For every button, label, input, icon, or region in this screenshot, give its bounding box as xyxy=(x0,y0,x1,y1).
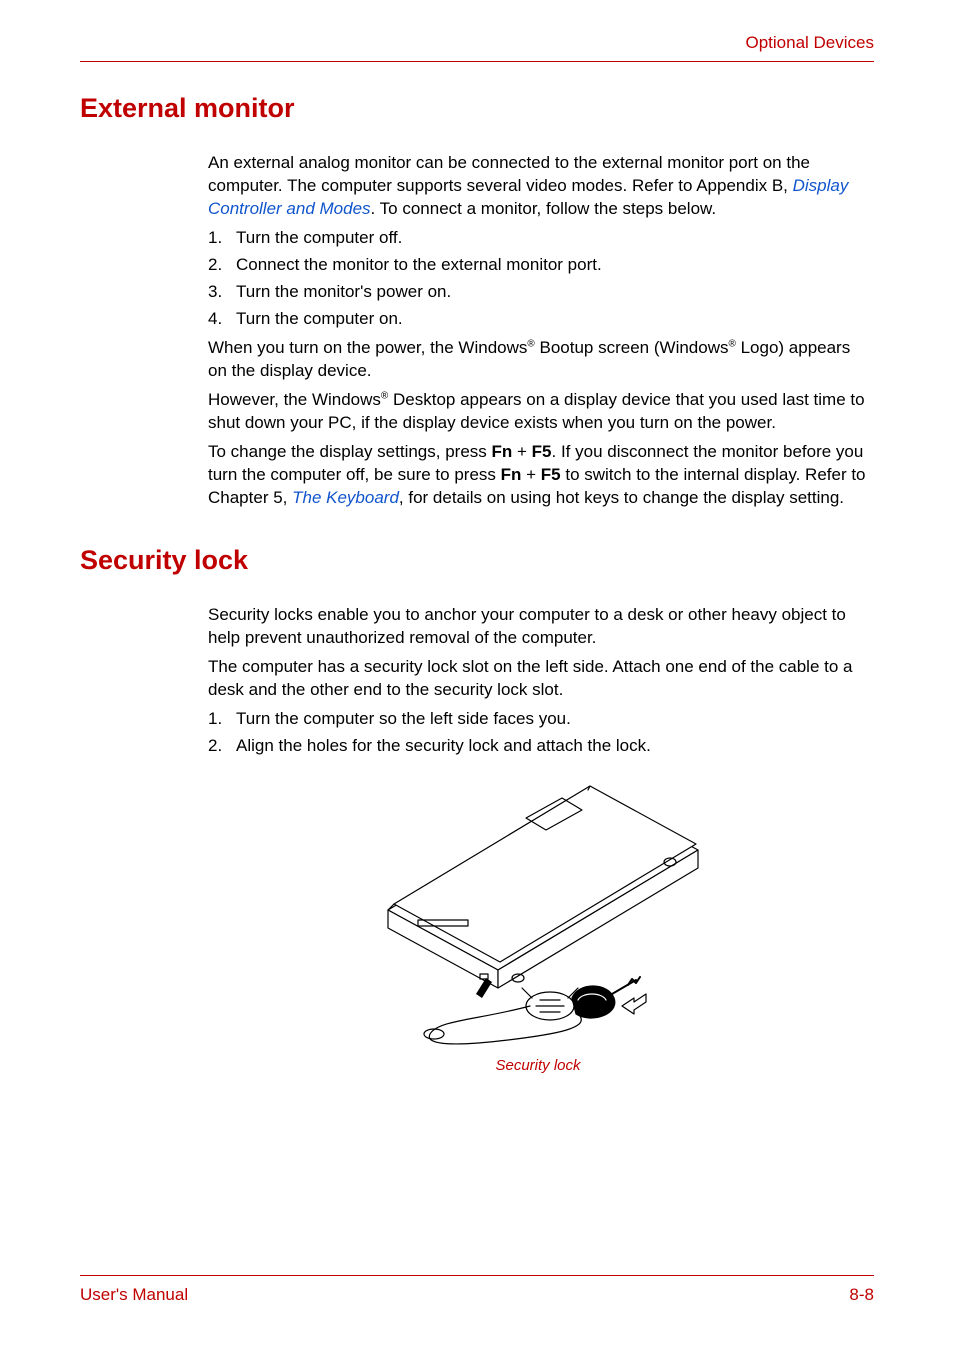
key-f5: F5 xyxy=(532,442,552,461)
heading-security-lock: Security lock xyxy=(80,542,874,578)
text: , for details on using hot keys to chang… xyxy=(399,488,844,507)
registered-mark: ® xyxy=(728,338,735,349)
security-lock-body: Security locks enable you to anchor your… xyxy=(208,604,868,1076)
external-monitor-body: An external analog monitor can be connec… xyxy=(208,152,868,509)
text: However, the Windows xyxy=(208,390,381,409)
link-the-keyboard[interactable]: The Keyboard xyxy=(292,488,399,507)
text: + xyxy=(521,465,540,484)
para-bootup: When you turn on the power, the Windows®… xyxy=(208,337,868,383)
key-fn: Fn xyxy=(501,465,522,484)
step-text: Align the holes for the security lock an… xyxy=(236,735,651,758)
step-text: Connect the monitor to the external moni… xyxy=(236,254,602,277)
step-text: Turn the computer off. xyxy=(236,227,402,250)
laptop-lock-illustration xyxy=(358,770,718,1050)
heading-external-monitor: External monitor xyxy=(80,90,874,126)
security-lock-para1: Security locks enable you to anchor your… xyxy=(208,604,868,650)
text-intro-suffix: . To connect a monitor, follow the steps… xyxy=(371,199,717,218)
key-fn: Fn xyxy=(492,442,513,461)
text-intro-prefix: An external analog monitor can be connec… xyxy=(208,153,810,195)
key-f5: F5 xyxy=(541,465,561,484)
step-text: Turn the monitor's power on. xyxy=(236,281,451,304)
step-text: Turn the computer on. xyxy=(236,308,403,331)
security-lock-para2: The computer has a security lock slot on… xyxy=(208,656,868,702)
step-number: 4. xyxy=(208,308,236,331)
figure-caption: Security lock xyxy=(208,1056,868,1076)
page-footer: User's Manual 8-8 xyxy=(80,1275,874,1307)
text: Bootup screen (Windows xyxy=(535,338,729,357)
header-rule xyxy=(80,61,874,62)
list-item: 2.Connect the monitor to the external mo… xyxy=(208,254,868,277)
list-item: 2.Align the holes for the security lock … xyxy=(208,735,868,758)
step-number: 1. xyxy=(208,227,236,250)
footer-left: User's Manual xyxy=(80,1284,188,1307)
para-change-display: To change the display settings, press Fn… xyxy=(208,441,868,510)
footer-rule xyxy=(80,1275,874,1276)
security-lock-steps: 1.Turn the computer so the left side fac… xyxy=(208,708,868,758)
registered-mark: ® xyxy=(527,338,534,349)
list-item: 1.Turn the computer off. xyxy=(208,227,868,250)
para-however: However, the Windows® Desktop appears on… xyxy=(208,389,868,435)
external-monitor-steps: 1.Turn the computer off. 2.Connect the m… xyxy=(208,227,868,331)
text: + xyxy=(512,442,531,461)
step-number: 3. xyxy=(208,281,236,304)
footer-page-number: 8-8 xyxy=(849,1284,874,1307)
step-number: 2. xyxy=(208,735,236,758)
text: When you turn on the power, the Windows xyxy=(208,338,527,357)
text: To change the display settings, press xyxy=(208,442,492,461)
step-number: 1. xyxy=(208,708,236,731)
list-item: 4.Turn the computer on. xyxy=(208,308,868,331)
header-section-label: Optional Devices xyxy=(80,32,874,55)
step-number: 2. xyxy=(208,254,236,277)
list-item: 1.Turn the computer so the left side fac… xyxy=(208,708,868,731)
step-text: Turn the computer so the left side faces… xyxy=(236,708,571,731)
security-lock-figure: Security lock xyxy=(208,770,868,1076)
list-item: 3.Turn the monitor's power on. xyxy=(208,281,868,304)
external-monitor-intro: An external analog monitor can be connec… xyxy=(208,152,868,221)
